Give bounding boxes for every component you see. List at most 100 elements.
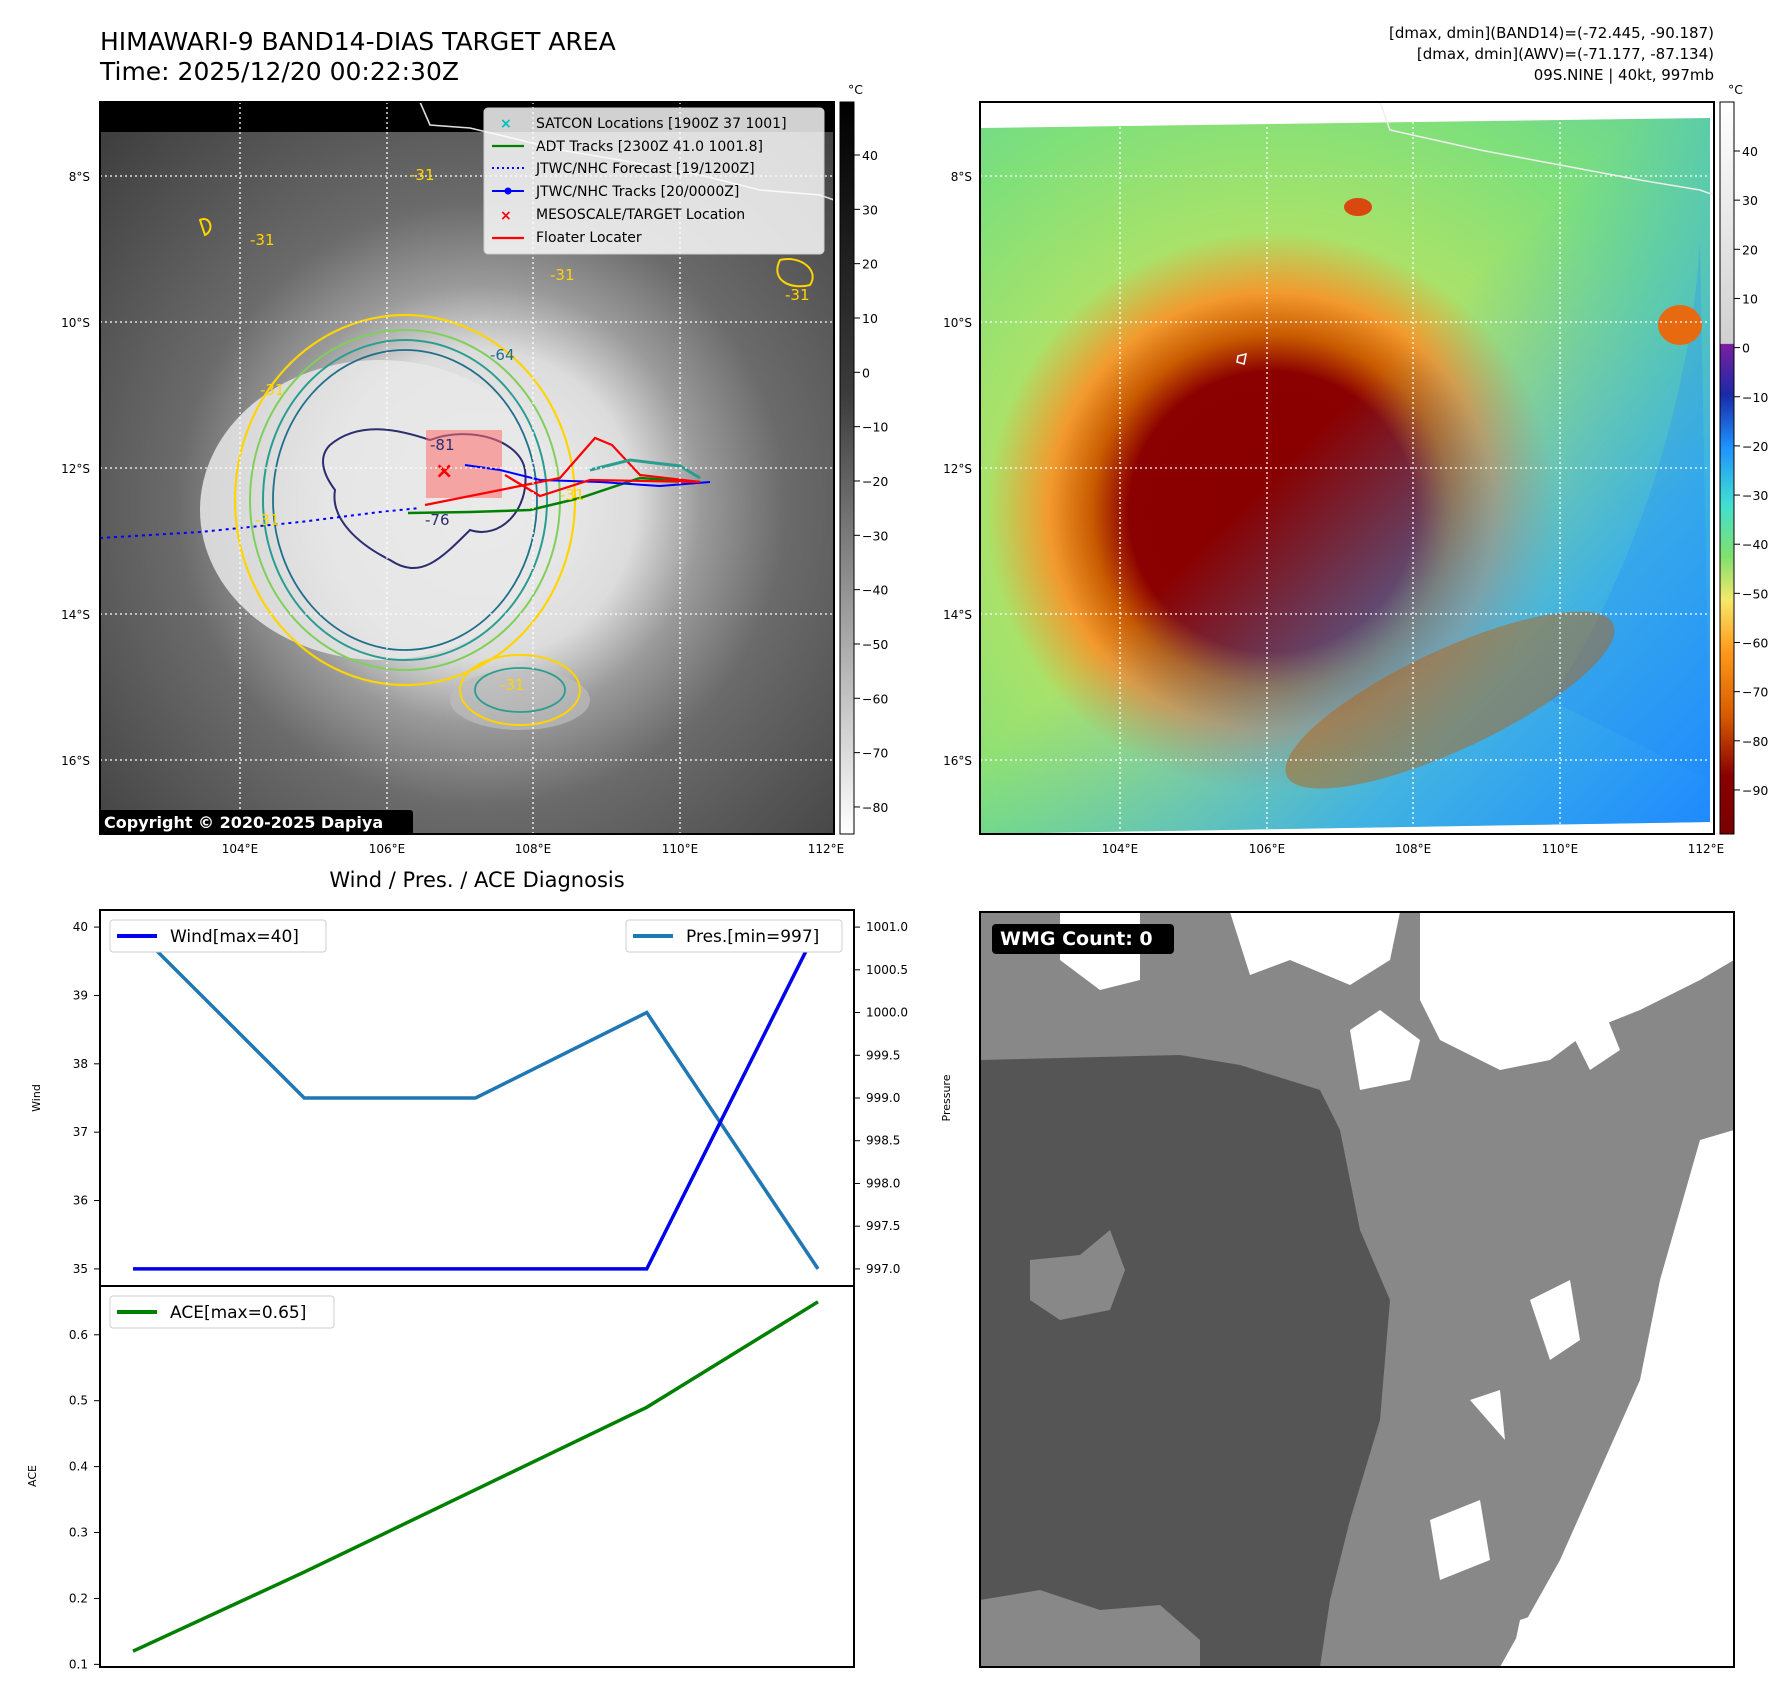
legend-label: MESOSCALE/TARGET Location: [536, 207, 745, 223]
colorbar-unit: °C: [848, 82, 863, 97]
pressure-legend-label: Pres.[min=997]: [686, 927, 819, 947]
lon-label: 108°E: [515, 842, 552, 856]
colorbar-tick-label: −60: [862, 691, 888, 706]
ir-title-line2: Time: 2025/12/20 00:22:30Z: [99, 57, 459, 86]
colorbar-tick-label: −70: [1742, 685, 1768, 700]
lon-label: 106°E: [1249, 842, 1286, 856]
pressure-tick-label: 997.0: [866, 1262, 900, 1276]
lat-label: 8°S: [951, 170, 972, 184]
ace-tick-label: 0.2: [69, 1591, 88, 1605]
contour-label: -31: [250, 231, 275, 249]
lon-label: 106°E: [369, 842, 406, 856]
info-line2: [dmax, dmin](AWV)=(-71.177, -87.134): [1417, 45, 1714, 63]
pressure-tick-label: 999.5: [866, 1048, 900, 1062]
lat-label: 16°S: [943, 754, 972, 768]
colorbar-tick-label: −10: [862, 420, 888, 435]
svg-text:×: ×: [500, 116, 512, 132]
ir-panel: HIMAWARI-9 BAND14-DIAS TARGET AREA Time:…: [61, 27, 888, 856]
ace-line: [132, 1300, 819, 1653]
wind-axis-label: Wind: [30, 1084, 43, 1112]
wind-line: [133, 926, 820, 1271]
color-lon-ticks: 104°E 106°E 108°E 110°E 112°E: [1102, 842, 1725, 856]
ace-axis-label: ACE: [26, 1465, 39, 1487]
contour-label: -31: [255, 511, 280, 529]
pressure-tick-label: 998.5: [866, 1134, 900, 1148]
wmg-count-label: WMG Count: 0: [1000, 928, 1153, 950]
color-colorbar: °C 40 30 20 10 0 −10 −20 −30 −40 −50 −60 −70 −80 −90: [1719, 82, 1768, 835]
lat-label: 14°S: [61, 608, 90, 622]
info-line1: [dmax, dmin](BAND14)=(-72.445, -90.187): [1389, 24, 1714, 42]
contour-label: -31: [560, 486, 585, 504]
colorbar-tick-label: −70: [862, 746, 888, 761]
lon-label: 112°E: [808, 842, 845, 856]
colorbar-tick-label: 20: [862, 257, 878, 272]
wind-tick-label: 36: [73, 1194, 88, 1208]
lon-label: 104°E: [1102, 842, 1139, 856]
lon-label: 104°E: [222, 842, 259, 856]
ir-legend: × SATCON Locations [1900Z 37 1001] ADT T…: [483, 107, 825, 255]
copyright-text: Copyright © 2020-2025 Dapiya: [104, 813, 383, 832]
colorbar-tick-label: −20: [1742, 439, 1768, 454]
lat-label: 10°S: [61, 316, 90, 330]
color-image: [980, 102, 1714, 834]
colorbar-tick-label: −30: [862, 528, 888, 543]
ace-legend-label: ACE[max=0.65]: [170, 1303, 306, 1323]
lat-label: 16°S: [61, 754, 90, 768]
legend-label: JTWC/NHC Forecast [19/1200Z]: [535, 161, 755, 177]
lon-label: 112°E: [1688, 842, 1725, 856]
contour-label: -31: [260, 381, 285, 399]
ace-tick-label: 0.6: [69, 1328, 88, 1342]
diagnosis-title: Wind / Pres. / ACE Diagnosis: [329, 868, 624, 892]
colorbar-tick-label: −50: [1742, 586, 1768, 601]
colorbar-tick-label: 20: [1742, 242, 1758, 257]
ace-tick-label: 0.3: [69, 1526, 88, 1540]
lat-label: 12°S: [943, 462, 972, 476]
colorbar-tick-label: −50: [862, 637, 888, 652]
legend-label: Floater Locater: [536, 230, 642, 246]
wmg-panel: WMG Count: 0: [979, 911, 1735, 1668]
colorbar-tick-label: −40: [862, 583, 888, 598]
ir-colorbar: °C 40 30 20 10 0 −10 −20 −30 −40 −50 −60 −70 −80: [839, 82, 888, 835]
colorbar-tick-label: −80: [1742, 734, 1768, 749]
wind-tick-label: 38: [73, 1057, 88, 1071]
lon-label: 110°E: [1542, 842, 1579, 856]
contour-label: -31: [500, 676, 525, 694]
ace-axes: [99, 1285, 855, 1668]
contour-label: -64: [490, 346, 515, 364]
lat-label: 8°S: [69, 170, 90, 184]
legend-label: JTWC/NHC Tracks [20/0000Z]: [535, 184, 739, 200]
legend-label: ADT Tracks [2300Z 41.0 1001.8]: [536, 139, 763, 155]
wind-tick-label: 35: [73, 1262, 88, 1276]
ace-tick-label: 0.4: [69, 1460, 88, 1474]
colorbar-tick-label: 0: [1742, 341, 1750, 356]
pressure-line: [131, 925, 820, 1270]
colorbar-tick-label: 10: [862, 311, 878, 326]
pressure-tick-label: 1001.0: [866, 920, 908, 934]
ir-lon-ticks: 104°E 106°E 108°E 110°E 112°E: [222, 842, 845, 856]
pressure-tick-label: 999.0: [866, 1091, 900, 1105]
contour-label: -76: [425, 511, 450, 529]
wind-tick-label: 37: [73, 1125, 88, 1139]
wind-legend: Wind[max=40]: [109, 919, 327, 953]
colorbar-tick-label: −30: [1742, 488, 1768, 503]
colorbar-tick-label: 10: [1742, 291, 1758, 306]
colorbar-tick-label: −80: [862, 800, 888, 815]
colorbar-tick-label: −60: [1742, 636, 1768, 651]
ir-lat-ticks: 8°S 10°S 12°S 14°S 16°S: [61, 170, 90, 768]
colorbar-tick-label: 30: [1742, 193, 1758, 208]
pressure-tick-label: 1000.5: [866, 963, 908, 977]
colorbar-tick-label: 40: [1742, 144, 1758, 159]
pressure-axis-label: Pressure: [940, 1074, 953, 1121]
pressure-legend: Pres.[min=997]: [625, 919, 843, 953]
lon-label: 108°E: [1395, 842, 1432, 856]
colorbar-tick-label: −40: [1742, 537, 1768, 552]
wind-tick-label: 39: [73, 988, 88, 1002]
lon-label: 110°E: [662, 842, 699, 856]
contour-label: -31: [785, 286, 810, 304]
colorbar-unit: °C: [1728, 82, 1743, 97]
contour-label: -31: [550, 266, 575, 284]
colorbar-tick-label: −90: [1742, 783, 1768, 798]
pressure-tick-label: 998.0: [866, 1176, 900, 1190]
ace-tick-label: 0.1: [69, 1657, 88, 1671]
